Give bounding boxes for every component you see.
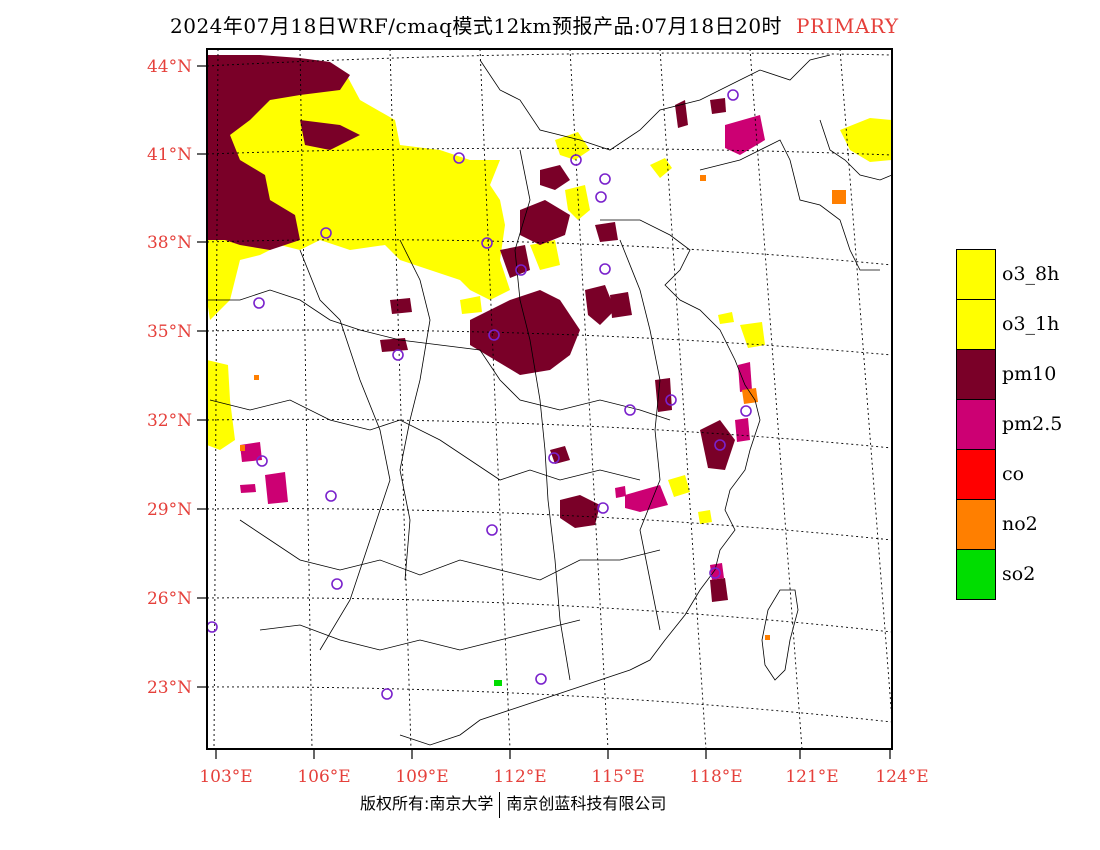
legend-item-co: co [956,449,1096,499]
legend-swatch [956,349,996,399]
lat-label: 38°N [147,233,192,253]
legend-item-no2: no2 [956,499,1096,549]
lon-label: 103°E [199,767,252,787]
no2-field [240,175,846,640]
legend-swatch [956,399,996,449]
title-tag: PRIMARY [796,14,899,38]
lon-label: 112°E [493,767,546,787]
legend-item-pm25: pm2.5 [956,399,1096,449]
station-marker [599,173,611,185]
legend-item-pm10: pm10 [956,349,1096,399]
station-marker [548,452,560,464]
lon-label: 124°E [875,767,928,787]
copyright-footer: 版权所有:南京大学 南京创蓝科技有限公司 [360,790,666,818]
station-marker [709,567,721,579]
copyright-left: 版权所有:南京大学 [360,794,494,813]
station-marker [331,578,343,590]
station-marker [624,404,636,416]
legend-swatch [956,299,996,349]
lat-label: 23°N [147,678,192,698]
pm25-field [240,115,765,580]
legend-label: so2 [1002,563,1036,585]
boundaries [207,54,892,746]
copyright-right: 南京创蓝科技有限公司 [506,794,667,813]
station-marker [325,490,337,502]
legend-label: o3_1h [1002,313,1060,335]
legend-label: co [1002,463,1025,485]
station-marker [727,89,739,101]
lat-label: 26°N [147,589,192,609]
lat-label: 44°N [147,57,192,77]
legend-label: no2 [1002,513,1038,535]
legend-swatch [956,549,996,600]
station-marker [488,329,500,341]
lat-label: 35°N [147,322,192,342]
lat-label: 41°N [147,145,192,165]
station-marker [381,688,393,700]
legend-label: o3_8h [1002,263,1060,285]
legend-swatch [956,499,996,549]
map-body [207,49,892,749]
station-marker [515,264,527,276]
o3-field [207,58,892,524]
map-title: 2024年07月18日WRF/cmaq模式12km预报产品:07月18日20时 P… [170,10,899,39]
station-marker [486,524,498,536]
lat-label: 29°N [147,500,192,520]
legend-label: pm2.5 [1002,413,1063,435]
pollutant-legend: o3_8h o3_1h pm10 pm2.5 co no2 so2 [956,249,1096,600]
station-marker [392,349,404,361]
legend-item-o3-8h: o3_8h [956,249,1096,299]
copyright-divider [499,791,501,818]
lon-label: 106°E [297,767,350,787]
longitude-labels: 103°E 106°E 109°E 112°E 115°E 118°E 121°… [199,767,928,787]
station-marker [207,621,218,633]
tick-marks [197,65,891,759]
latitude-labels: 44°N 41°N 38°N 35°N 32°N 29°N 26°N 23°N [147,57,192,698]
station-marker [253,297,265,309]
station-marker [740,405,752,417]
station-marker [665,394,677,406]
station-marker [481,237,493,249]
station-marker [599,263,611,275]
legend-item-o3-1h: o3_1h [956,299,1096,349]
map-frame [206,48,893,750]
lat-label: 32°N [147,411,192,431]
legend-item-so2: so2 [956,549,1096,600]
station-marker [256,455,268,467]
so2-field [494,680,502,686]
station-marker [714,439,726,451]
lon-label: 118°E [689,767,742,787]
title-text: 2024年07月18日WRF/cmaq模式12km预报产品:07月18日20时 [170,14,783,38]
station-marker [535,673,547,685]
station-markers [207,89,752,700]
lon-label: 115°E [591,767,644,787]
station-marker [570,154,582,166]
station-marker [597,502,609,514]
pm10-field [207,55,735,602]
station-marker [453,152,465,164]
legend-label: pm10 [1002,363,1057,385]
station-marker [595,191,607,203]
legend-swatch [956,449,996,499]
lon-label: 121°E [785,767,838,787]
legend-swatch [956,249,996,299]
station-marker [320,227,332,239]
lon-label: 109°E [395,767,448,787]
